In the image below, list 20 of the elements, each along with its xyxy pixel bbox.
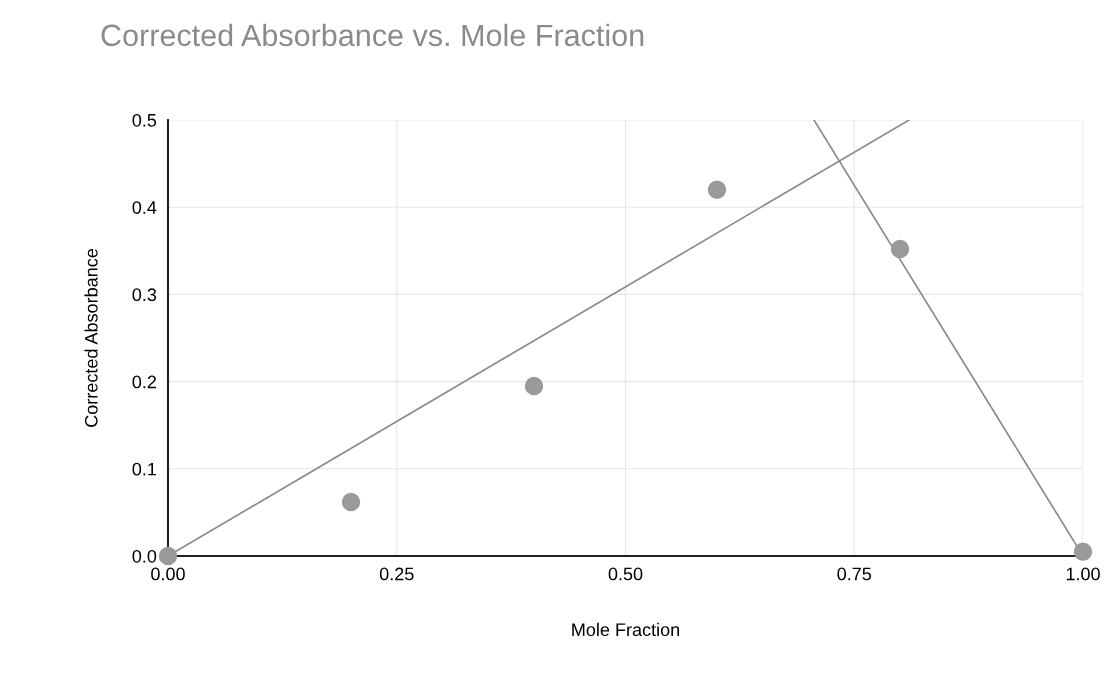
x-tick-label: 1.00 xyxy=(1066,567,1100,581)
point xyxy=(341,492,361,512)
y-tick-label: 0.5 xyxy=(132,113,157,127)
x-axis-title: Mole Fraction xyxy=(572,622,680,637)
x-tick-label: 0.00 xyxy=(151,567,185,581)
point xyxy=(1073,542,1093,561)
y-axis-title: Corrected Absorbance xyxy=(84,248,98,427)
y-tick-label: 0.4 xyxy=(132,201,157,214)
x-tick-label: 0.75 xyxy=(837,567,872,581)
y-tick-label: 0.2 xyxy=(132,375,156,389)
y-tick-label: 0.0 xyxy=(132,549,157,563)
y-tick-label: 0.3 xyxy=(132,288,157,302)
point xyxy=(158,546,178,566)
x-tick-label: 0.25 xyxy=(379,567,414,581)
point xyxy=(707,180,727,199)
y-tick-label: 0.1 xyxy=(132,462,157,476)
x-tick-label: 0.50 xyxy=(608,567,643,581)
chart-title: Corrected Absorbance vs. Mole Fraction xyxy=(101,23,644,47)
point xyxy=(524,376,544,396)
point xyxy=(890,239,910,259)
